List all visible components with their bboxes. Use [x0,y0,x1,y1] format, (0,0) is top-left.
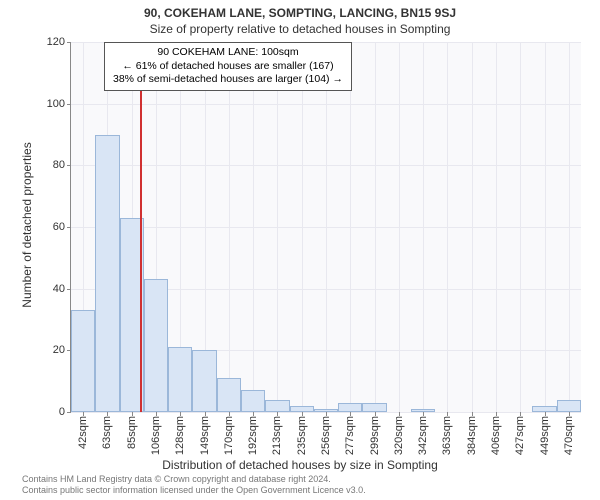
histogram-bar [217,378,241,412]
grid-line-v [253,42,254,412]
histogram-bar [144,279,168,412]
y-tick-label: 120 [47,36,71,48]
chart-title-line1: 90, COKEHAM LANE, SOMPTING, LANCING, BN1… [0,6,600,20]
x-tick-label: 149sqm [199,412,211,455]
grid-line-v [302,42,303,412]
grid-line-v [423,42,424,412]
y-tick-label: 80 [53,159,71,171]
annotation-line3: 38% of semi-detached houses are larger (… [113,73,343,87]
y-axis-title: Number of detached properties [20,142,34,307]
x-tick-label: 449sqm [539,412,551,455]
y-tick-label: 0 [59,406,71,418]
histogram-bar [168,347,192,412]
grid-line-v [277,42,278,412]
x-tick-label: 235sqm [296,412,308,455]
histogram-bar [71,310,95,412]
annotation-line2: ← 61% of detached houses are smaller (16… [113,60,343,74]
y-tick-label: 40 [53,283,71,295]
x-tick-label: 213sqm [271,412,283,455]
x-tick-label: 363sqm [441,412,453,455]
x-tick-label: 42sqm [77,412,89,449]
marker-line [140,42,142,412]
y-tick-label: 20 [53,344,71,356]
grid-line-v [399,42,400,412]
x-tick-label: 470sqm [563,412,575,455]
grid-line-v [545,42,546,412]
x-tick-label: 406sqm [490,412,502,455]
y-tick-label: 100 [47,98,71,110]
x-tick-label: 106sqm [150,412,162,455]
grid-line-v [375,42,376,412]
x-tick-label: 299sqm [369,412,381,455]
grid-line-v [350,42,351,412]
grid-line-v [496,42,497,412]
annotation-line1: 90 COKEHAM LANE: 100sqm [113,46,343,60]
chart-footer: Contains HM Land Registry data © Crown c… [22,474,590,496]
x-tick-label: 192sqm [247,412,259,455]
x-tick-label: 427sqm [514,412,526,455]
histogram-bar [338,403,362,412]
x-tick-label: 320sqm [393,412,405,455]
histogram-bar [265,400,289,412]
histogram-bar [192,350,216,412]
x-tick-label: 63sqm [101,412,113,449]
histogram-bar [241,390,265,412]
histogram-bar [557,400,581,412]
histogram-bar [95,135,119,413]
x-axis-title: Distribution of detached houses by size … [0,458,600,472]
chart-container: 90, COKEHAM LANE, SOMPTING, LANCING, BN1… [0,0,600,500]
plot-area: 02040608010012042sqm63sqm85sqm106sqm128s… [70,42,581,413]
grid-line-v [447,42,448,412]
y-tick-label: 60 [53,221,71,233]
grid-line-v [520,42,521,412]
annotation-box: 90 COKEHAM LANE: 100sqm ← 61% of detache… [104,42,352,91]
x-tick-label: 170sqm [223,412,235,455]
chart-title-line2: Size of property relative to detached ho… [0,22,600,36]
x-tick-label: 85sqm [126,412,138,449]
x-tick-label: 256sqm [320,412,332,455]
grid-line-v [472,42,473,412]
x-tick-label: 384sqm [466,412,478,455]
histogram-bar [362,403,386,412]
grid-line-v [229,42,230,412]
x-tick-label: 277sqm [344,412,356,455]
footer-line2: Contains public sector information licen… [22,485,590,496]
grid-line-v [326,42,327,412]
grid-line-v [569,42,570,412]
x-tick-label: 342sqm [417,412,429,455]
x-tick-label: 128sqm [174,412,186,455]
footer-line1: Contains HM Land Registry data © Crown c… [22,474,590,485]
